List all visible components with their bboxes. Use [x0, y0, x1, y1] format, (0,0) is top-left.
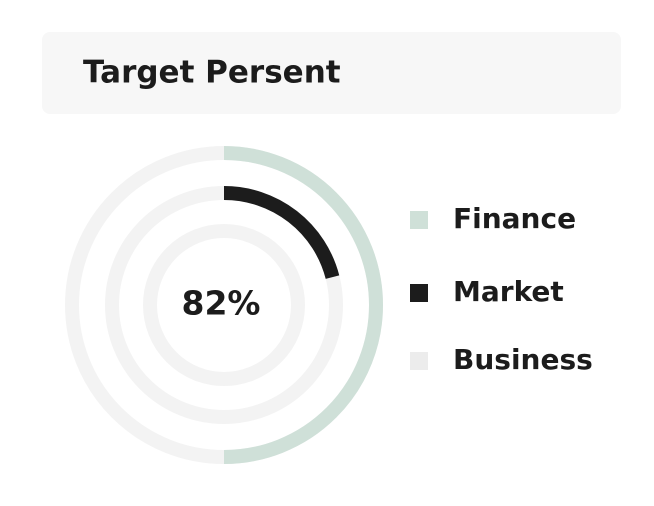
legend-label: Business [453, 343, 593, 376]
ring-arc [223, 146, 383, 464]
title-panel [42, 32, 621, 114]
rings [65, 146, 383, 464]
legend-swatch [410, 352, 428, 370]
legend-label: Market [453, 275, 564, 308]
chart-title: Target Persent [83, 55, 341, 91]
legend-swatch [410, 211, 428, 229]
legend-swatch [410, 284, 428, 302]
ring-arc [223, 186, 340, 280]
center-label: 82% [182, 284, 261, 323]
legend: Finance Market Business [410, 202, 593, 376]
ring-track [143, 224, 305, 386]
legend-label: Finance [453, 202, 576, 235]
